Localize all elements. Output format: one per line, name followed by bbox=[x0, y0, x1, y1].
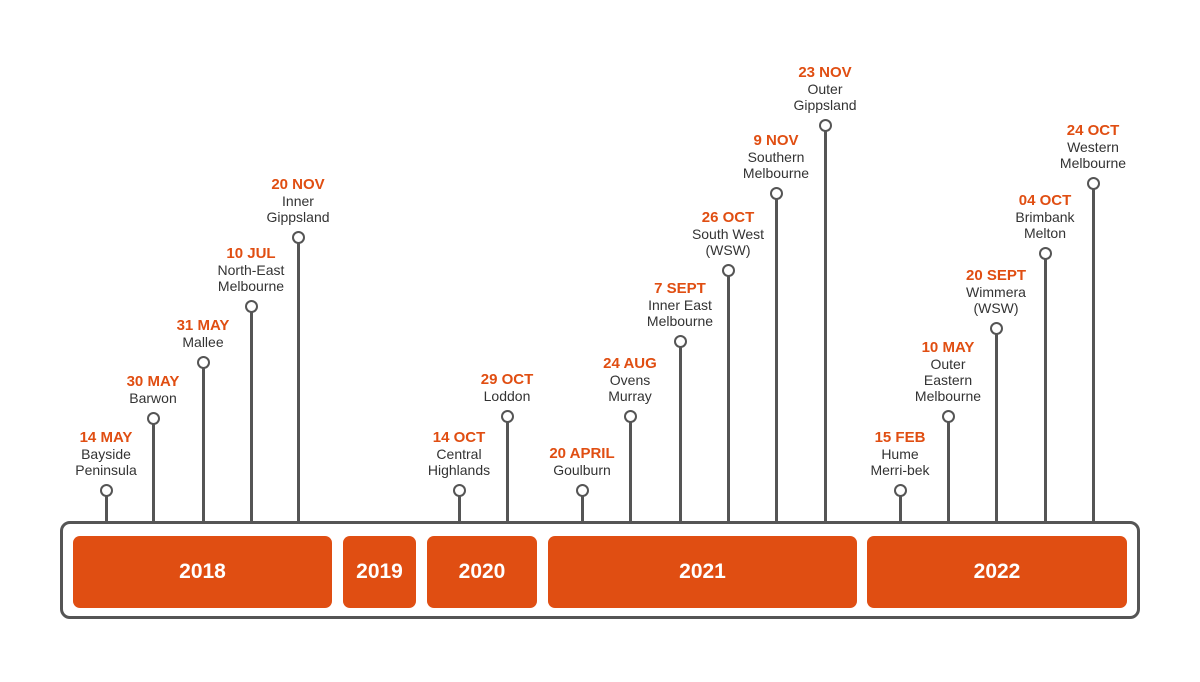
event-marker-icon bbox=[1038, 246, 1052, 260]
event-marker-icon bbox=[500, 409, 514, 423]
year-2019: 2019 bbox=[343, 536, 416, 608]
event-marker-icon bbox=[941, 409, 955, 423]
event-date: 29 OCT bbox=[480, 371, 534, 388]
event-region: Mallee bbox=[182, 334, 224, 350]
event-date: 30 MAY bbox=[126, 373, 180, 390]
event-marker-icon bbox=[575, 483, 589, 497]
event-date: 20 SEPT bbox=[965, 267, 1027, 284]
event-stem bbox=[628, 422, 632, 521]
event-label: 29 OCT Loddon bbox=[437, 371, 577, 405]
event-region: Inner East Melbourne bbox=[646, 297, 714, 329]
year-2020: 2020 bbox=[427, 536, 537, 608]
event-date: 10 MAY bbox=[921, 339, 975, 356]
event-label: 20 SEPT Wimmera (WSW) bbox=[926, 267, 1066, 317]
event-region: South West (WSW) bbox=[691, 226, 765, 258]
event-label: 31 MAY Mallee bbox=[133, 317, 273, 351]
event-label: 15 FEB Hume Merri-bek bbox=[830, 429, 970, 479]
event-label: 10 MAY Outer Eastern Melbourne bbox=[878, 339, 1018, 405]
event-marker-icon bbox=[623, 409, 637, 423]
event-stem bbox=[151, 424, 155, 521]
event-region: Outer Gippsland bbox=[793, 81, 857, 113]
event-date: 15 FEB bbox=[874, 429, 926, 446]
event-region: Wimmera (WSW) bbox=[966, 284, 1026, 316]
event-date: 10 JUL bbox=[226, 245, 276, 262]
event-label: 30 MAY Barwon bbox=[83, 373, 223, 407]
event-stem bbox=[678, 347, 682, 521]
event-label: 9 NOV Southern Melbourne bbox=[706, 132, 846, 182]
event-stem bbox=[898, 496, 902, 521]
event-stem bbox=[580, 496, 584, 521]
event-date: 31 MAY bbox=[176, 317, 230, 334]
event-marker-icon bbox=[769, 186, 783, 200]
year-2018: 2018 bbox=[73, 536, 332, 608]
event-region: North-East Melbourne bbox=[217, 262, 285, 294]
event-stem bbox=[946, 422, 950, 521]
event-label: 04 OCT Brimbank Melton bbox=[975, 192, 1115, 242]
event-marker-icon bbox=[146, 411, 160, 425]
event-region: Ovens Murray bbox=[608, 372, 652, 404]
event-region: Brimbank Melton bbox=[1015, 209, 1075, 241]
event-region: Western Melbourne bbox=[1059, 139, 1127, 171]
event-label: 26 OCT South West (WSW) bbox=[658, 209, 798, 259]
event-marker-icon bbox=[196, 355, 210, 369]
event-marker-icon bbox=[244, 299, 258, 313]
event-stem bbox=[1043, 259, 1047, 521]
event-marker-icon bbox=[452, 483, 466, 497]
event-region: Outer Eastern Melbourne bbox=[914, 356, 982, 404]
event-date: 20 NOV bbox=[271, 176, 325, 193]
event-date: 26 OCT bbox=[701, 209, 755, 226]
event-region: Loddon bbox=[483, 388, 531, 404]
event-stem bbox=[505, 422, 509, 521]
event-stem bbox=[104, 496, 108, 521]
event-region: Bayside Peninsula bbox=[75, 446, 137, 478]
timeline-frame bbox=[60, 521, 1140, 619]
event-date: 20 APRIL bbox=[549, 445, 615, 462]
event-region: Central Highlands bbox=[427, 446, 491, 478]
event-stem bbox=[774, 199, 778, 521]
event-date: 7 SEPT bbox=[654, 280, 706, 297]
event-region: Southern Melbourne bbox=[742, 149, 810, 181]
event-region: Hume Merri-bek bbox=[870, 446, 930, 478]
event-label: 23 NOV Outer Gippsland bbox=[755, 64, 895, 114]
event-label: 10 JUL North-East Melbourne bbox=[181, 245, 321, 295]
event-date: 14 OCT bbox=[432, 429, 486, 446]
event-marker-icon bbox=[818, 118, 832, 132]
event-marker-icon bbox=[291, 230, 305, 244]
event-label: 20 APRIL Goulburn bbox=[512, 445, 652, 479]
event-marker-icon bbox=[1086, 176, 1100, 190]
event-label: 20 NOV Inner Gippsland bbox=[228, 176, 368, 226]
event-region: Barwon bbox=[129, 390, 177, 406]
event-date: 23 NOV bbox=[798, 64, 852, 81]
event-stem bbox=[249, 312, 253, 521]
event-stem bbox=[1091, 189, 1095, 521]
event-stem bbox=[823, 131, 827, 521]
event-region: Inner Gippsland bbox=[266, 193, 330, 225]
event-date: 24 AUG bbox=[603, 355, 657, 372]
event-marker-icon bbox=[893, 483, 907, 497]
event-date: 14 MAY bbox=[79, 429, 133, 446]
event-stem bbox=[994, 334, 998, 521]
event-date: 9 NOV bbox=[753, 132, 799, 149]
year-2021: 2021 bbox=[548, 536, 857, 608]
event-marker-icon bbox=[721, 263, 735, 277]
event-marker-icon bbox=[673, 334, 687, 348]
event-marker-icon bbox=[989, 321, 1003, 335]
event-label: 14 OCT Central Highlands bbox=[389, 429, 529, 479]
event-label: 24 OCT Western Melbourne bbox=[1023, 122, 1163, 172]
event-region: Goulburn bbox=[553, 462, 611, 478]
event-date: 04 OCT bbox=[1018, 192, 1072, 209]
event-date: 24 OCT bbox=[1066, 122, 1120, 139]
event-stem bbox=[296, 243, 300, 521]
event-label: 14 MAY Bayside Peninsula bbox=[36, 429, 176, 479]
event-label: 24 AUG Ovens Murray bbox=[560, 355, 700, 405]
event-marker-icon bbox=[99, 483, 113, 497]
year-2022: 2022 bbox=[867, 536, 1127, 608]
event-stem bbox=[201, 368, 205, 521]
event-label: 7 SEPT Inner East Melbourne bbox=[610, 280, 750, 330]
event-stem bbox=[457, 496, 461, 521]
event-stem bbox=[726, 276, 730, 521]
